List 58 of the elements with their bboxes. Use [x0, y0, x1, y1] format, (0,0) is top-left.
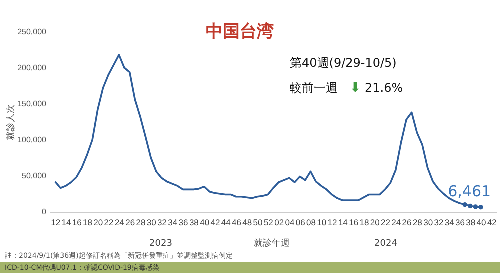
- x-axis-title: 就診年週: [254, 238, 290, 249]
- x-tick-label: 16: [72, 218, 82, 228]
- x-tick-label: 42: [210, 218, 220, 228]
- x-tick-label: 26: [402, 218, 412, 228]
- y-tick-label: 200,000: [18, 64, 48, 72]
- x-tick-label: 18: [83, 218, 93, 228]
- x-tick-label: 02: [274, 218, 284, 228]
- x-tick-label: 26: [126, 218, 136, 228]
- x-tick-label: 48: [242, 218, 252, 228]
- x-tick-label: 44: [221, 218, 232, 228]
- x-tick-label: 04: [285, 218, 295, 228]
- x-tick-label: 32: [434, 218, 444, 228]
- x-tick-label: 30: [146, 218, 157, 228]
- x-tick-label: 20: [94, 218, 104, 228]
- text: 2023: [150, 239, 172, 249]
- x-tick-label: 12: [328, 218, 338, 228]
- x-tick-label: 06: [296, 218, 306, 228]
- x-tick-label: 28: [136, 218, 146, 228]
- x-tick-label: 36: [178, 218, 189, 228]
- x-tick-label: 14: [62, 218, 72, 228]
- x-tick-label: 40: [476, 218, 487, 228]
- annotation: 第40週(9/29-10/5): [290, 56, 397, 70]
- x-tick-label: 18: [360, 218, 370, 228]
- text: 2024: [374, 239, 398, 249]
- x-tick-label: 36: [456, 218, 466, 228]
- annotation: ⬇: [350, 81, 361, 96]
- x-tick-label: 28: [412, 218, 423, 228]
- data-label: 6,461: [448, 182, 492, 200]
- y-tick-label: 50,000: [22, 172, 48, 180]
- x-tick-label: 24: [392, 218, 402, 228]
- y-axis-title: 就診人次: [6, 104, 17, 140]
- x-tick-label: 32: [158, 218, 168, 228]
- y-tick-label: 150,000: [18, 100, 48, 108]
- annotation: 較前一週: [290, 81, 338, 95]
- x-tick-label: 30: [424, 218, 434, 228]
- x-tick-label: 34: [444, 218, 455, 228]
- annotation: 21.6%: [365, 81, 404, 95]
- x-tick-label: 12: [51, 218, 61, 228]
- x-tick-label: 22: [104, 218, 114, 228]
- x-tick-label: 16: [349, 218, 359, 228]
- x-tick-label: 42: [487, 218, 498, 228]
- x-tick-label: 50: [253, 218, 264, 228]
- y-tick-label: 100,000: [18, 136, 48, 144]
- x-tick-label: 38: [466, 218, 476, 228]
- y-tick-label: 250,000: [18, 28, 48, 36]
- x-tick-label: 20: [370, 218, 380, 228]
- x-tick-label: 52: [264, 218, 274, 228]
- x-tick-label: 22: [381, 218, 391, 228]
- x-tick-label: 24: [114, 218, 125, 228]
- y-tick-label: 0: [42, 208, 48, 216]
- x-tick-label: 34: [168, 218, 178, 228]
- x-tick-label: 10: [317, 218, 327, 228]
- x-tick-label: 38: [189, 218, 200, 228]
- x-tick-label: 46: [232, 218, 242, 228]
- x-tick-label: 40: [200, 218, 210, 228]
- x-tick-label: 14: [338, 218, 348, 228]
- chart-title: 中国台湾: [206, 22, 274, 42]
- x-tick-label: 08: [306, 218, 316, 228]
